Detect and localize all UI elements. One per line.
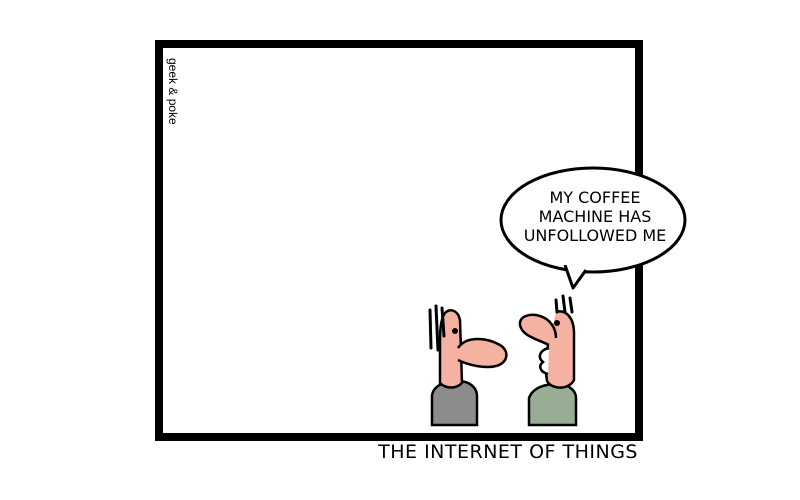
signature-geek-and-poke: geek & poke [166,58,180,125]
speech-bubble-text: MY COFFEE MACHINE HAS UNFOLLOWED ME [500,188,690,245]
right-character-nose [518,313,558,347]
speech-line-2: MACHINE HAS [538,207,652,226]
comic-caption: THE INTERNET OF THINGS [378,441,638,463]
speech-line-1: MY COFFEE [549,188,641,207]
left-character-nose [456,337,508,369]
left-character [428,304,508,427]
right-character-shirt [527,382,578,427]
right-character-eye [554,320,560,326]
left-character-hair [428,304,446,352]
right-character [518,294,578,427]
speech-line-3: UNFOLLOWED ME [523,226,667,245]
left-character-eye [452,328,458,334]
right-character-mouth [538,346,550,376]
speech-bubble [499,166,687,290]
right-character-hair [554,294,574,314]
